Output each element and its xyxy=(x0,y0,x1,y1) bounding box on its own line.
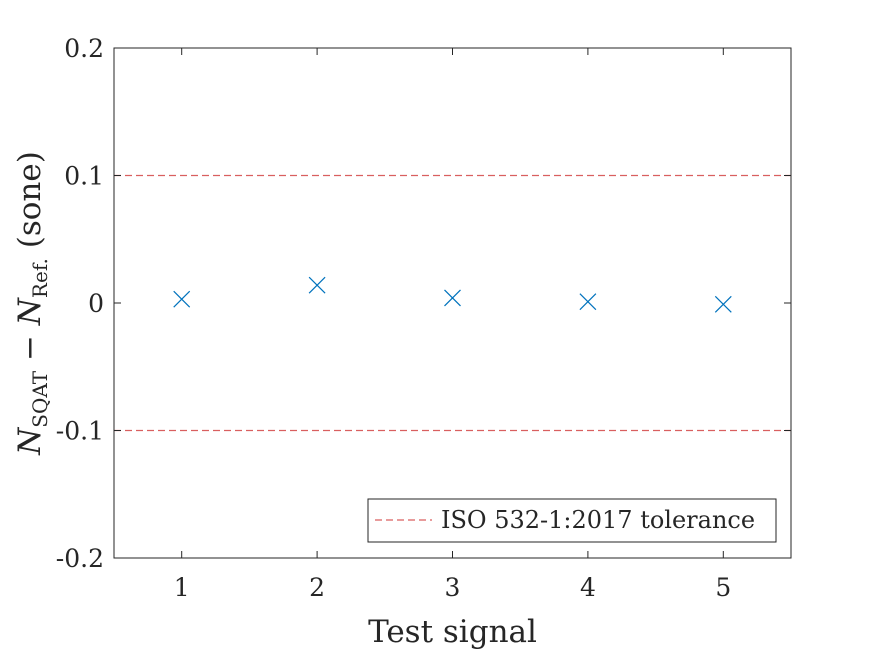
x-tick-label: 2 xyxy=(309,573,325,602)
y-tick-label: -0.1 xyxy=(56,417,104,446)
y-axis-ticks: -0.2 -0.1 0 0.1 0.2 xyxy=(56,34,791,573)
data-point xyxy=(173,290,191,308)
data-point xyxy=(714,295,732,313)
y-label-minus xyxy=(12,361,48,371)
y-label-n2: N xyxy=(12,296,48,326)
legend-box xyxy=(367,498,777,543)
y-label-minus-sign: − xyxy=(12,335,48,361)
data-point xyxy=(308,276,326,294)
data-point xyxy=(444,289,461,307)
y-tick-label: 0.1 xyxy=(64,162,104,191)
x-axis-label: Test signal xyxy=(368,614,537,650)
x-tick-label: 5 xyxy=(715,573,731,602)
y-label-sub2: Ref. xyxy=(28,258,52,298)
x-axis-ticks: 1 2 3 4 5 xyxy=(174,48,731,602)
plot-area-border xyxy=(113,47,792,559)
y-axis-label: NSQAT − NRef. (sone) xyxy=(12,151,52,456)
legend-label: ISO 532-1:2017 tolerance xyxy=(441,506,755,534)
x-tick-label: 3 xyxy=(445,573,461,602)
x-tick-label: 1 xyxy=(174,573,190,602)
tolerance-lines xyxy=(114,174,791,432)
x-tick-label: 4 xyxy=(580,573,596,602)
legend: ISO 532-1:2017 tolerance xyxy=(367,498,777,543)
y-label-unit: (sone) xyxy=(12,151,48,248)
data-markers xyxy=(173,276,732,313)
data-point xyxy=(579,293,597,311)
y-tick-label: -0.2 xyxy=(56,544,104,573)
y-tick-label: 0 xyxy=(88,289,104,318)
y-label-sub1: SQAT xyxy=(28,370,52,427)
y-tick-label: 0.2 xyxy=(64,34,104,63)
y-label-n1: N xyxy=(12,426,48,456)
